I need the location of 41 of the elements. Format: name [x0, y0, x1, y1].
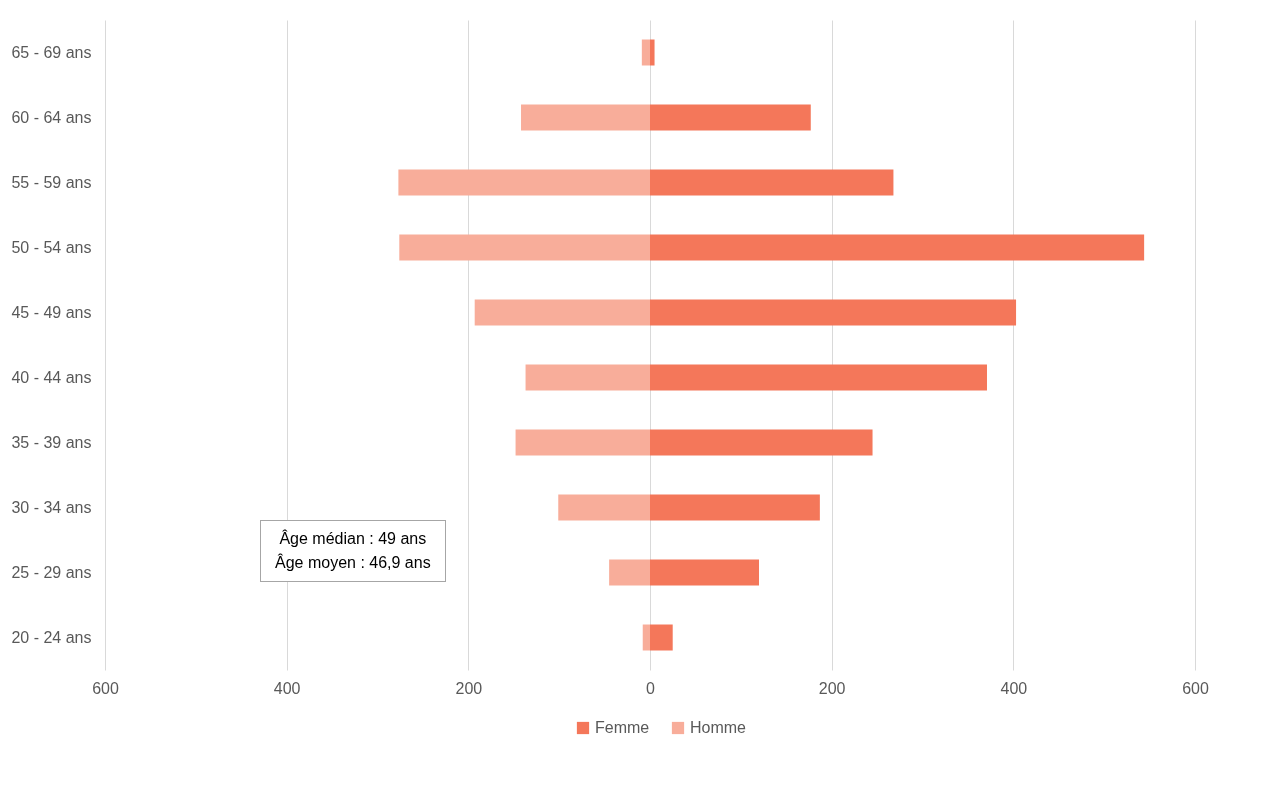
x-tick-label: 200 [818, 679, 846, 697]
bar [399, 234, 650, 261]
bar [650, 299, 1017, 326]
x-tick-label: 400 [273, 679, 301, 697]
bar [650, 104, 811, 131]
legend-label: Homme [690, 719, 747, 736]
bar [650, 624, 673, 651]
y-tick-label: 50 - 54 ans [11, 238, 92, 256]
y-tick-label: 65 - 69 ans [11, 43, 92, 61]
bar [474, 299, 650, 326]
y-tick-label: 55 - 59 ans [11, 173, 92, 191]
annotation: Âge moyen : 46,9 ans [275, 552, 431, 573]
annotation: Âge médian : 49 ans [278, 528, 428, 549]
bar [650, 559, 759, 586]
bar [642, 624, 650, 651]
x-tick-label: 600 [1182, 679, 1209, 697]
bar [650, 429, 873, 456]
y-tick-label: 40 - 44 ans [11, 368, 92, 386]
bar [515, 429, 650, 456]
bar [650, 494, 820, 521]
y-tick-label: 45 - 49 ans [11, 303, 92, 321]
bar [609, 559, 650, 586]
y-tick-label: 30 - 34 ans [11, 498, 92, 516]
bar [650, 39, 655, 66]
bar [641, 39, 650, 66]
bar [558, 494, 650, 521]
x-tick-label: 400 [1000, 679, 1028, 697]
x-tick-label: 200 [455, 679, 483, 697]
y-tick-label: 20 - 24 ans [11, 628, 92, 646]
y-tick-label: 60 - 64 ans [11, 108, 92, 126]
bar [650, 169, 894, 196]
bar [650, 364, 987, 391]
bar [525, 364, 650, 391]
y-tick-label: 25 - 29 ans [11, 563, 92, 581]
legend-label: Femme [595, 719, 650, 736]
bar [398, 169, 650, 196]
y-tick-label: 35 - 39 ans [11, 433, 92, 451]
x-tick-label: 600 [92, 679, 119, 697]
bar [650, 234, 1145, 261]
bar [521, 104, 650, 131]
x-tick-label: 0 [646, 679, 656, 697]
